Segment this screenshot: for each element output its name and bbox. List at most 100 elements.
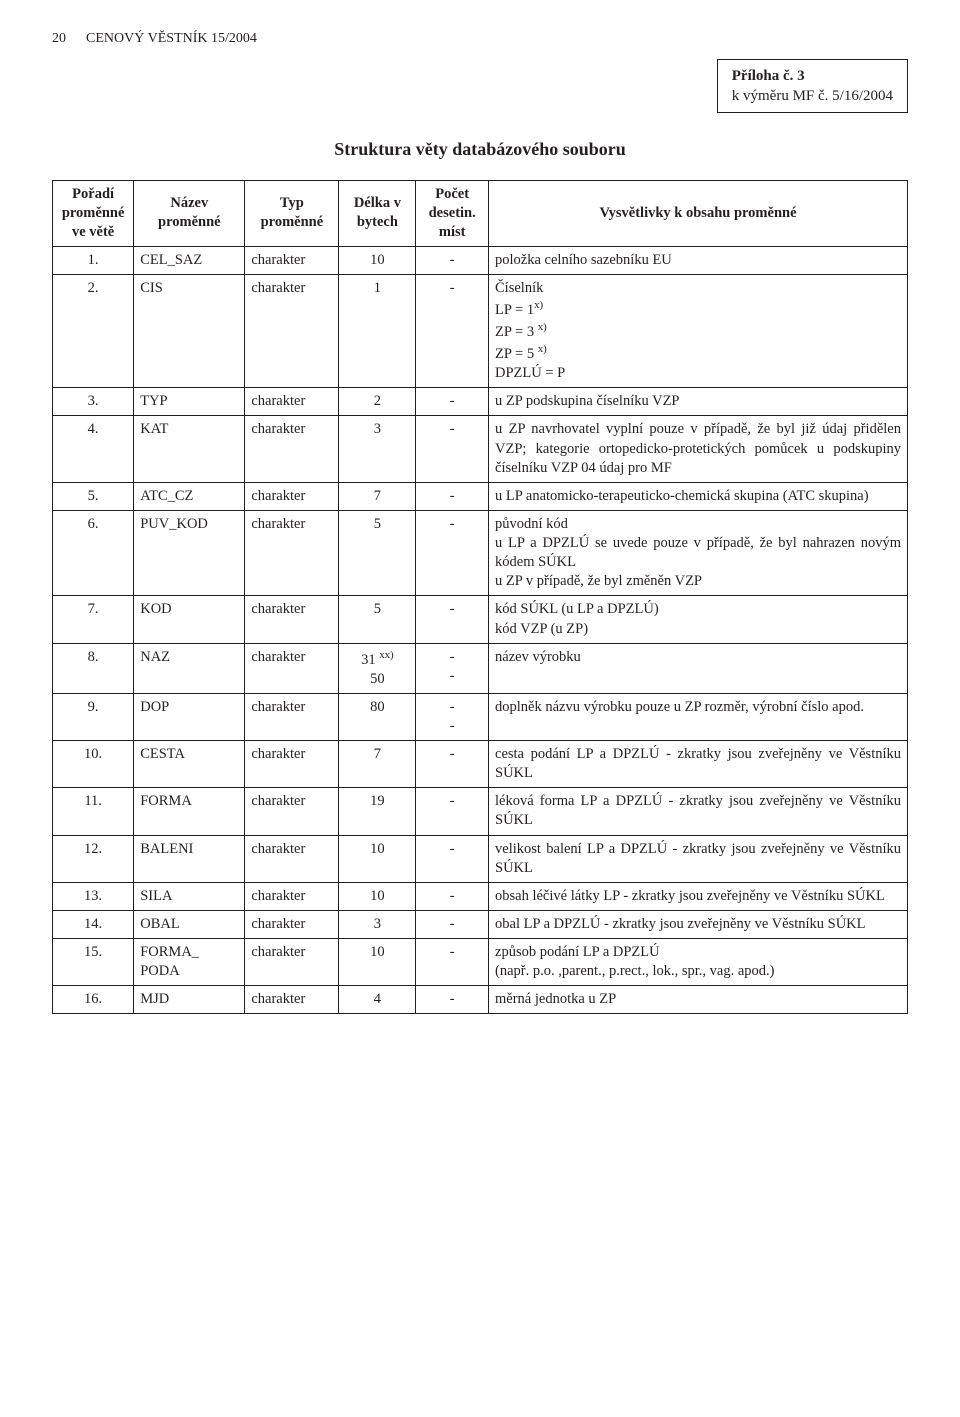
- cell-dec: -: [416, 482, 489, 510]
- table-row: 16.MJDcharakter4-měrná jednotka u ZP: [53, 986, 908, 1014]
- cell-name: DOP: [134, 693, 245, 740]
- cell-len: 2: [339, 388, 416, 416]
- cell-desc: doplněk názvu výrobku pouze u ZP rozměr,…: [489, 693, 908, 740]
- cell-ord: 5.: [53, 482, 134, 510]
- cell-ord: 8.: [53, 643, 134, 693]
- cell-len: 10: [339, 247, 416, 275]
- cell-desc: měrná jednotka u ZP: [489, 986, 908, 1014]
- cell-desc: u LP anatomicko-terapeuticko-chemická sk…: [489, 482, 908, 510]
- cell-dec: -: [416, 416, 489, 482]
- cell-len: 80: [339, 693, 416, 740]
- cell-ord: 7.: [53, 596, 134, 643]
- cell-type: charakter: [245, 643, 339, 693]
- cell-name: ATC_CZ: [134, 482, 245, 510]
- cell-dec: -: [416, 596, 489, 643]
- cell-ord: 10.: [53, 741, 134, 788]
- cell-len: 5: [339, 510, 416, 596]
- cell-type: charakter: [245, 416, 339, 482]
- cell-name: CEL_SAZ: [134, 247, 245, 275]
- th-name: Název proměnné: [134, 180, 245, 246]
- cell-desc: způsob podání LP a DPZLÚ(např. p.o. ,par…: [489, 939, 908, 986]
- cell-dec: -: [416, 388, 489, 416]
- cell-desc: původní kódu LP a DPZLÚ se uvede pouze v…: [489, 510, 908, 596]
- table-header-row: Pořadí proměnné ve větě Název proměnné T…: [53, 180, 908, 246]
- cell-desc: u ZP podskupina číselníku VZP: [489, 388, 908, 416]
- section-title: Struktura věty databázového souboru: [52, 137, 908, 161]
- cell-len: 7: [339, 482, 416, 510]
- cell-desc: obsah léčivé látky LP - zkratky jsou zve…: [489, 882, 908, 910]
- table-row: 8.NAZcharakter31 xx)50--název výrobku: [53, 643, 908, 693]
- cell-dec: -: [416, 910, 489, 938]
- table-row: 7.KODcharakter5-kód SÚKL (u LP a DPZLÚ)k…: [53, 596, 908, 643]
- cell-name: MJD: [134, 986, 245, 1014]
- cell-dec: -: [416, 741, 489, 788]
- cell-ord: 1.: [53, 247, 134, 275]
- cell-len: 31 xx)50: [339, 643, 416, 693]
- cell-name: PUV_KOD: [134, 510, 245, 596]
- cell-ord: 16.: [53, 986, 134, 1014]
- table-row: 10.CESTAcharakter7-cesta podání LP a DPZ…: [53, 741, 908, 788]
- table-row: 14.OBALcharakter3-obal LP a DPZLÚ - zkra…: [53, 910, 908, 938]
- cell-type: charakter: [245, 388, 339, 416]
- th-type: Typ proměnné: [245, 180, 339, 246]
- cell-type: charakter: [245, 882, 339, 910]
- cell-ord: 3.: [53, 388, 134, 416]
- header-left: 20 CENOVÝ VĚSTNÍK 15/2004: [52, 30, 257, 49]
- cell-name: TYP: [134, 388, 245, 416]
- cell-dec: -: [416, 247, 489, 275]
- page-header: 20 CENOVÝ VĚSTNÍK 15/2004: [52, 30, 908, 49]
- cell-len: 3: [339, 416, 416, 482]
- cell-ord: 15.: [53, 939, 134, 986]
- cell-name: CIS: [134, 275, 245, 388]
- cell-type: charakter: [245, 247, 339, 275]
- cell-name: KOD: [134, 596, 245, 643]
- cell-type: charakter: [245, 482, 339, 510]
- cell-len: 1: [339, 275, 416, 388]
- cell-desc: kód SÚKL (u LP a DPZLÚ)kód VZP (u ZP): [489, 596, 908, 643]
- cell-ord: 2.: [53, 275, 134, 388]
- cell-len: 10: [339, 939, 416, 986]
- cell-type: charakter: [245, 986, 339, 1014]
- cell-dec: -: [416, 275, 489, 388]
- cell-name: OBAL: [134, 910, 245, 938]
- cell-dec: -: [416, 835, 489, 882]
- cell-len: 4: [339, 986, 416, 1014]
- cell-dec: -: [416, 986, 489, 1014]
- cell-type: charakter: [245, 741, 339, 788]
- cell-name: BALENI: [134, 835, 245, 882]
- appendix-box: Příloha č. 3 k výměru MF č. 5/16/2004: [717, 59, 908, 114]
- cell-dec: --: [416, 643, 489, 693]
- cell-ord: 13.: [53, 882, 134, 910]
- cell-ord: 9.: [53, 693, 134, 740]
- cell-type: charakter: [245, 910, 339, 938]
- cell-name: SILA: [134, 882, 245, 910]
- appendix-subtitle: k výměru MF č. 5/16/2004: [732, 86, 893, 106]
- cell-type: charakter: [245, 275, 339, 388]
- th-ord: Pořadí proměnné ve větě: [53, 180, 134, 246]
- cell-ord: 12.: [53, 835, 134, 882]
- cell-name: FORMA_PODA: [134, 939, 245, 986]
- cell-type: charakter: [245, 835, 339, 882]
- cell-name: FORMA: [134, 788, 245, 835]
- table-row: 4.KATcharakter3-u ZP navrhovatel vyplní …: [53, 416, 908, 482]
- cell-type: charakter: [245, 788, 339, 835]
- th-len: Délka v bytech: [339, 180, 416, 246]
- cell-name: KAT: [134, 416, 245, 482]
- cell-dec: --: [416, 693, 489, 740]
- cell-len: 10: [339, 882, 416, 910]
- cell-ord: 14.: [53, 910, 134, 938]
- cell-desc: ČíselníkLP = 1x)ZP = 3 x)ZP = 5 x)DPZLÚ …: [489, 275, 908, 388]
- cell-type: charakter: [245, 510, 339, 596]
- table-row: 1.CEL_SAZcharakter10-položka celního saz…: [53, 247, 908, 275]
- cell-type: charakter: [245, 939, 339, 986]
- table-row: 11.FORMAcharakter19-léková forma LP a DP…: [53, 788, 908, 835]
- cell-len: 10: [339, 835, 416, 882]
- cell-dec: -: [416, 788, 489, 835]
- cell-dec: -: [416, 882, 489, 910]
- cell-len: 5: [339, 596, 416, 643]
- cell-name: CESTA: [134, 741, 245, 788]
- cell-desc: název výrobku: [489, 643, 908, 693]
- cell-type: charakter: [245, 693, 339, 740]
- cell-type: charakter: [245, 596, 339, 643]
- cell-len: 3: [339, 910, 416, 938]
